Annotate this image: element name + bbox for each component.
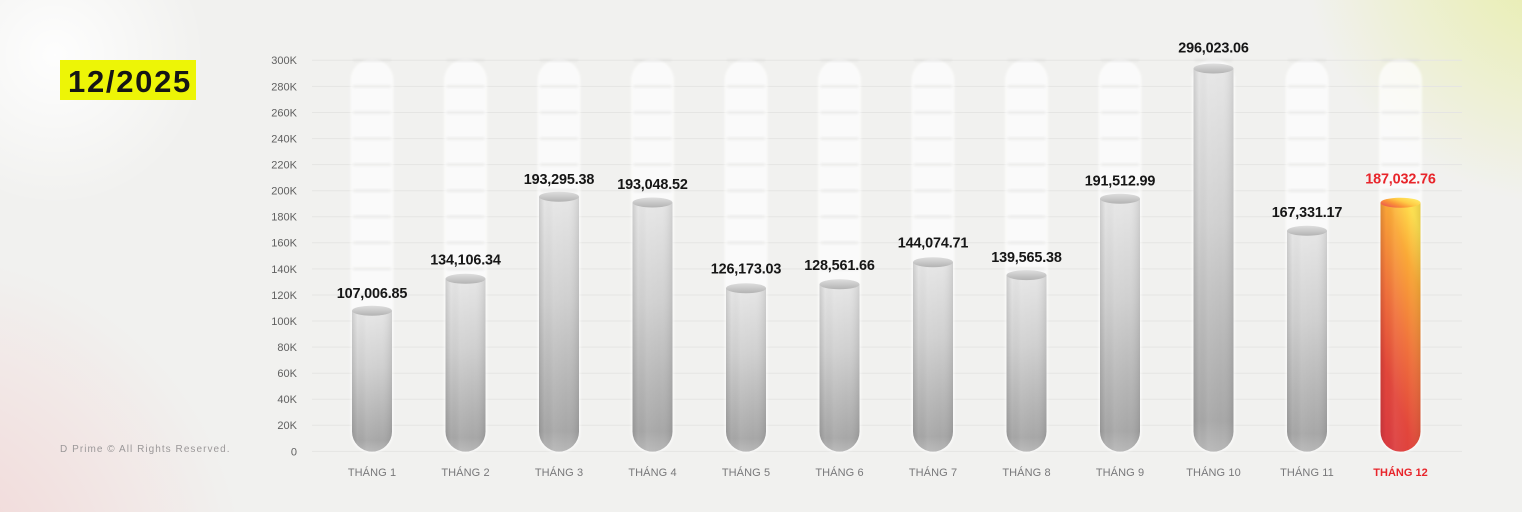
svg-text:THÁNG 1: THÁNG 1 bbox=[348, 466, 396, 479]
svg-text:126,173.03: 126,173.03 bbox=[711, 261, 782, 277]
svg-text:191,512.99: 191,512.99 bbox=[1085, 173, 1156, 189]
svg-text:THÁNG 11: THÁNG 11 bbox=[1280, 466, 1334, 479]
svg-text:20K: 20K bbox=[277, 420, 297, 432]
svg-text:134,106.34: 134,106.34 bbox=[430, 253, 501, 269]
svg-text:300K: 300K bbox=[271, 55, 297, 67]
svg-text:THÁNG 7: THÁNG 7 bbox=[909, 466, 957, 479]
svg-text:200K: 200K bbox=[271, 186, 297, 198]
svg-text:187,032.76: 187,032.76 bbox=[1365, 172, 1436, 188]
svg-text:107,006.85: 107,006.85 bbox=[337, 286, 408, 302]
svg-text:THÁNG 9: THÁNG 9 bbox=[1096, 466, 1144, 479]
svg-text:60K: 60K bbox=[277, 368, 297, 380]
svg-text:120K: 120K bbox=[271, 290, 297, 302]
svg-text:THÁNG 5: THÁNG 5 bbox=[722, 466, 770, 479]
svg-text:100K: 100K bbox=[271, 316, 297, 328]
svg-text:193,295.38: 193,295.38 bbox=[524, 172, 595, 188]
svg-text:296,023.06: 296,023.06 bbox=[1178, 41, 1249, 57]
svg-text:140K: 140K bbox=[271, 264, 297, 276]
svg-text:THÁNG 10: THÁNG 10 bbox=[1186, 466, 1241, 479]
svg-text:128,561.66: 128,561.66 bbox=[804, 258, 875, 274]
svg-text:280K: 280K bbox=[271, 81, 297, 93]
svg-text:144,074.71: 144,074.71 bbox=[898, 236, 969, 252]
svg-text:220K: 220K bbox=[271, 160, 297, 172]
svg-text:0: 0 bbox=[291, 446, 297, 458]
svg-text:THÁNG 6: THÁNG 6 bbox=[815, 466, 863, 479]
svg-text:260K: 260K bbox=[271, 107, 297, 119]
svg-text:167,331.17: 167,331.17 bbox=[1272, 205, 1343, 221]
svg-text:12/2025: 12/2025 bbox=[68, 64, 192, 99]
svg-text:240K: 240K bbox=[271, 134, 297, 146]
svg-text:THÁNG 3: THÁNG 3 bbox=[535, 466, 583, 479]
svg-text:80K: 80K bbox=[277, 342, 297, 354]
svg-text:139,565.38: 139,565.38 bbox=[991, 250, 1062, 266]
svg-text:D Prime © All Rights Reserved.: D Prime © All Rights Reserved. bbox=[60, 444, 231, 455]
svg-text:193,048.52: 193,048.52 bbox=[617, 177, 688, 193]
svg-text:40K: 40K bbox=[277, 394, 297, 406]
svg-text:THÁNG 4: THÁNG 4 bbox=[628, 466, 676, 479]
svg-text:160K: 160K bbox=[271, 238, 297, 250]
svg-text:THÁNG 8: THÁNG 8 bbox=[1002, 466, 1050, 479]
svg-text:THÁNG 2: THÁNG 2 bbox=[441, 466, 489, 479]
svg-text:THÁNG 12: THÁNG 12 bbox=[1373, 466, 1427, 479]
svg-text:180K: 180K bbox=[271, 212, 297, 224]
